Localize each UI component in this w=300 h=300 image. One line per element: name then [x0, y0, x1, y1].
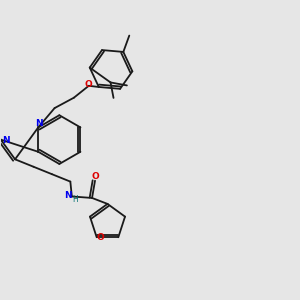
Text: H: H — [72, 195, 78, 204]
Text: O: O — [91, 172, 99, 182]
Text: N: N — [35, 119, 43, 128]
Text: O: O — [85, 80, 93, 89]
Text: N: N — [64, 191, 72, 200]
Text: O: O — [97, 233, 105, 242]
Text: N: N — [2, 136, 10, 145]
